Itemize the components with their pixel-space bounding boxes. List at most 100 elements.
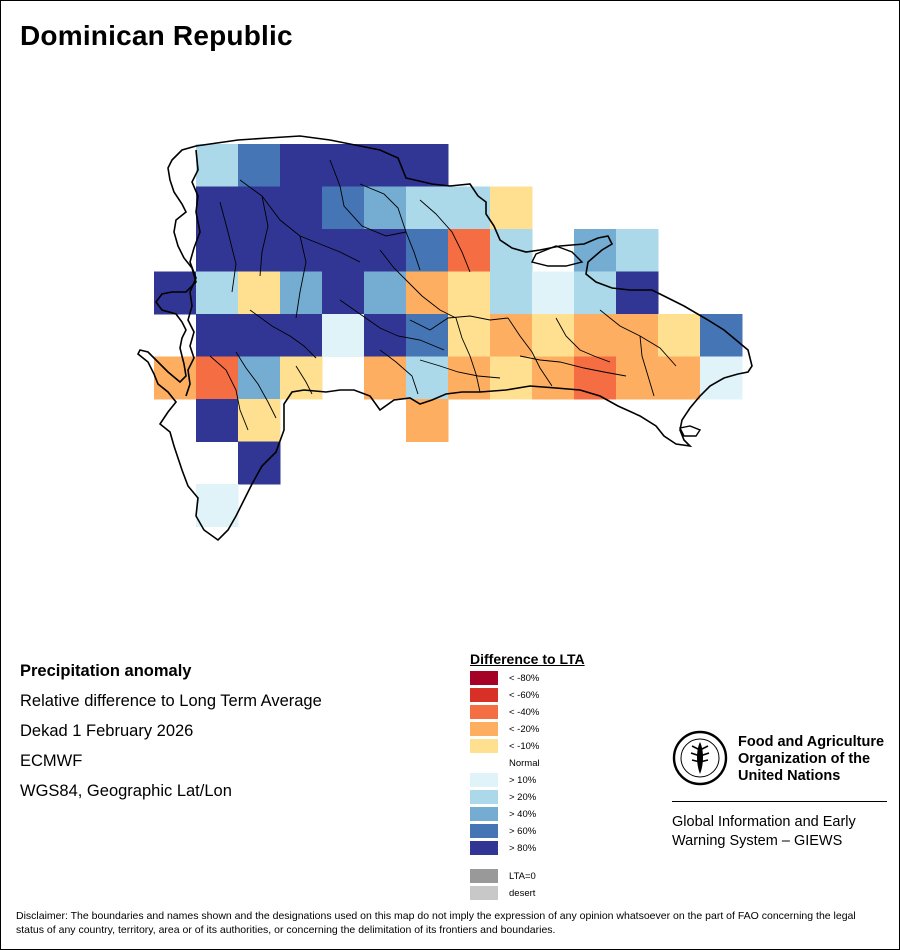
legend-extra-swatch — [470, 886, 498, 900]
legend-extra-item: LTA=0 — [470, 869, 536, 883]
grid-cell — [616, 229, 659, 272]
grid-cell — [700, 314, 743, 357]
grid-cell — [238, 186, 281, 230]
grid-cell — [700, 356, 743, 400]
legend-item: < -10% — [470, 739, 539, 753]
grid-cell — [322, 271, 365, 315]
grid-cell — [196, 186, 239, 230]
fao-emblem-icon — [672, 730, 728, 786]
info-line-projection: WGS84, Geographic Lat/Lon — [20, 782, 232, 800]
grid-cell — [448, 186, 491, 230]
grid-cell — [238, 229, 281, 272]
grid-cell — [574, 271, 617, 315]
grid-cell — [322, 229, 365, 272]
info-line-variable: Relative difference to Long Term Average — [20, 692, 322, 710]
grid-cell — [490, 186, 533, 230]
legend-label: < -20% — [509, 723, 540, 735]
legend-swatch — [470, 739, 498, 753]
grid-cell — [616, 356, 659, 400]
grid-cell — [196, 484, 239, 527]
grid-cell — [574, 229, 617, 272]
grid-cell — [238, 144, 281, 187]
grid-cell — [322, 314, 365, 357]
grid-cell — [406, 399, 449, 442]
grid-cell — [616, 271, 659, 315]
legend-item: > 40% — [470, 807, 536, 821]
legend-item: < -40% — [470, 705, 539, 719]
grid-cell — [238, 271, 281, 315]
grid-cell — [658, 356, 701, 400]
grid-cell — [364, 356, 407, 400]
grid-cell — [280, 186, 323, 230]
legend-label: < -40% — [509, 706, 540, 718]
legend-swatch — [470, 841, 498, 855]
legend-extra-label: LTA=0 — [509, 870, 536, 882]
country-outline — [136, 135, 753, 542]
legend-swatch — [470, 807, 498, 821]
grid-cell — [364, 314, 407, 357]
grid-cell — [196, 356, 239, 400]
grid-cell — [448, 229, 491, 272]
legend-swatch — [470, 790, 498, 804]
legend-item: > 10% — [470, 773, 536, 787]
legend-item: > 20% — [470, 790, 536, 804]
fao-name-line2: Organization of the — [738, 751, 871, 767]
haiti-border — [185, 149, 201, 397]
fao-name-line3: United Nations — [738, 768, 841, 784]
legend-label: < -10% — [509, 740, 540, 752]
grid-cell — [196, 399, 239, 442]
giews-line1: Global Information and Early — [672, 814, 856, 830]
info-line-period: Dekad 1 February 2026 — [20, 722, 194, 740]
fao-name: Food and Agriculture Organization of the… — [738, 734, 884, 785]
grid-cell — [196, 144, 239, 187]
legend-label: > 60% — [509, 825, 537, 837]
legend-label: > 40% — [509, 808, 537, 820]
grid-cell — [574, 314, 617, 357]
grid-cell — [490, 229, 533, 272]
grid-cell — [280, 314, 323, 357]
fao-divider — [672, 801, 887, 802]
info-heading: Precipitation anomaly — [20, 662, 192, 680]
grid-cell — [322, 186, 365, 230]
legend-label: Normal — [509, 757, 540, 769]
legend-extra-label: desert — [509, 887, 536, 899]
legend-item: < -60% — [470, 688, 539, 702]
grid-cell — [196, 229, 239, 272]
fao-logo-block: Food and Agriculture Organization of the… — [672, 730, 887, 849]
grid-cell — [532, 314, 575, 357]
grid-cell — [406, 144, 449, 187]
legend-label: < -60% — [509, 689, 540, 701]
anomaly-map — [136, 135, 753, 542]
disclaimer: Disclaimer: The boundaries and names sho… — [16, 910, 856, 936]
info-line-source: ECMWF — [20, 752, 83, 770]
fao-name-line1: Food and Agriculture — [738, 734, 885, 750]
grid-cell — [406, 271, 449, 315]
grid-cell — [616, 314, 659, 357]
grid-cell — [658, 314, 701, 357]
legend-swatch — [470, 773, 498, 787]
legend-label: > 20% — [509, 791, 537, 803]
map-info: Precipitation anomaly Relative differenc… — [20, 656, 322, 806]
samana-outline — [530, 245, 584, 267]
grid-cell — [238, 356, 281, 400]
grid-cell — [322, 144, 365, 187]
grid-cell — [532, 271, 575, 315]
legend-swatch — [470, 824, 498, 838]
grid-cell — [364, 144, 407, 187]
grid-cell — [490, 271, 533, 315]
giews-line2: Warning System – GIEWS — [672, 833, 843, 849]
grid-cell — [238, 399, 281, 442]
legend-item: > 80% — [470, 841, 536, 855]
grid-cell — [196, 314, 239, 357]
grid-cell — [280, 229, 323, 272]
grid-cell — [280, 356, 323, 400]
legend-item: Normal — [470, 756, 540, 770]
saona-island — [678, 425, 702, 437]
country-boundaries — [136, 135, 753, 542]
grid-cell — [364, 271, 407, 315]
grid-cell — [280, 144, 323, 187]
grid-cell — [280, 271, 323, 315]
legend-extra-item: desert — [470, 886, 535, 900]
grid-cell — [490, 314, 533, 357]
legend: Difference to LTA < -80% < -60% < -40% < -2… — [470, 651, 585, 900]
